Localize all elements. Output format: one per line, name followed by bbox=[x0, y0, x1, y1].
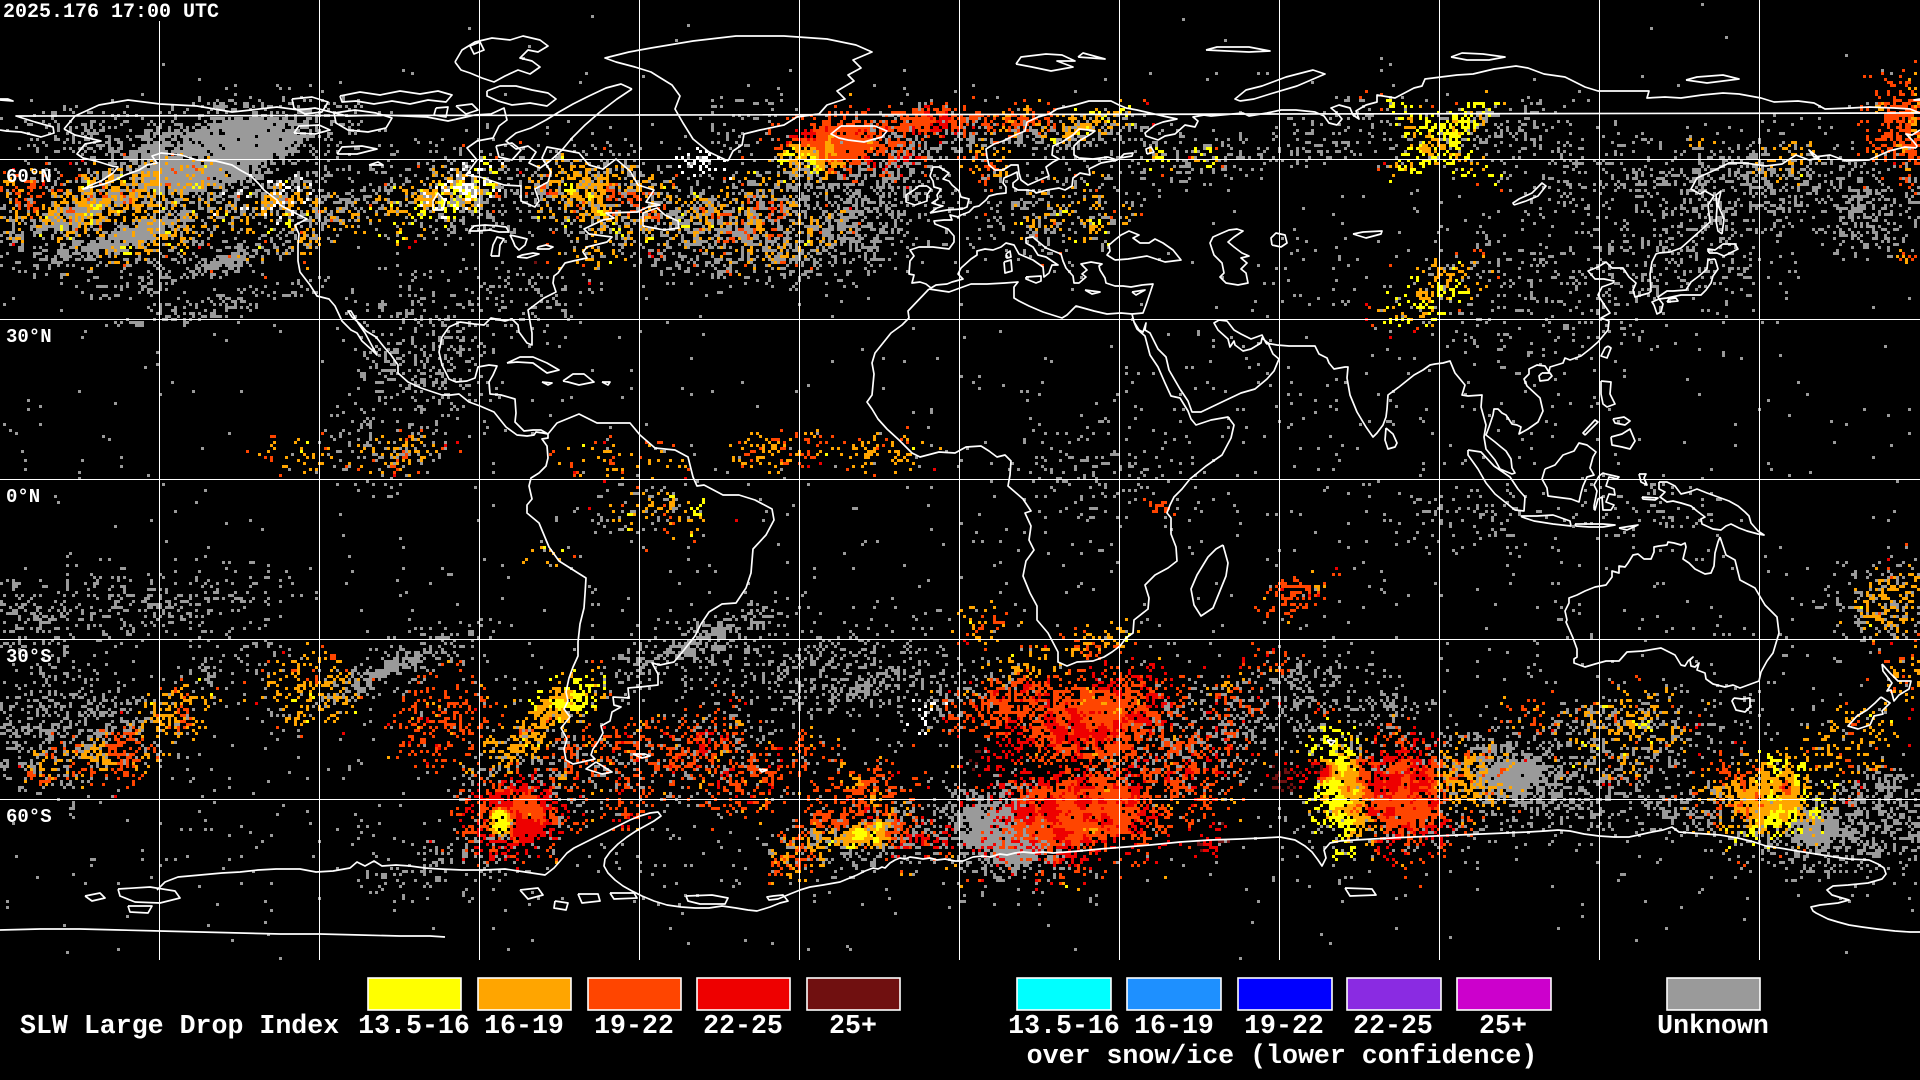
svg-text:16-19: 16-19 bbox=[484, 1011, 564, 1041]
svg-text:SLW Large Drop Index: SLW Large Drop Index bbox=[20, 1011, 339, 1041]
svg-text:2025.176 17:00 UTC: 2025.176 17:00 UTC bbox=[3, 1, 219, 24]
svg-text:19-22: 19-22 bbox=[594, 1011, 674, 1041]
svg-text:60°S: 60°S bbox=[6, 806, 52, 828]
svg-text:30°N: 30°N bbox=[6, 326, 52, 348]
svg-text:60°N: 60°N bbox=[6, 166, 52, 188]
svg-text:22-25: 22-25 bbox=[703, 1011, 783, 1041]
svg-text:25+: 25+ bbox=[1479, 1011, 1527, 1041]
svg-text:30°S: 30°S bbox=[6, 646, 52, 668]
svg-text:19-22: 19-22 bbox=[1244, 1011, 1324, 1041]
svg-text:22-25: 22-25 bbox=[1353, 1011, 1433, 1041]
svg-text:16-19: 16-19 bbox=[1134, 1011, 1214, 1041]
svg-text:13.5-16: 13.5-16 bbox=[358, 1011, 470, 1041]
svg-text:25+: 25+ bbox=[829, 1011, 877, 1041]
svg-text:over snow/ice (lower confidenc: over snow/ice (lower confidence) bbox=[1027, 1041, 1538, 1071]
svg-text:Unknown: Unknown bbox=[1657, 1011, 1769, 1041]
svg-text:13.5-16: 13.5-16 bbox=[1008, 1011, 1120, 1041]
svg-text:0°N: 0°N bbox=[6, 486, 40, 508]
